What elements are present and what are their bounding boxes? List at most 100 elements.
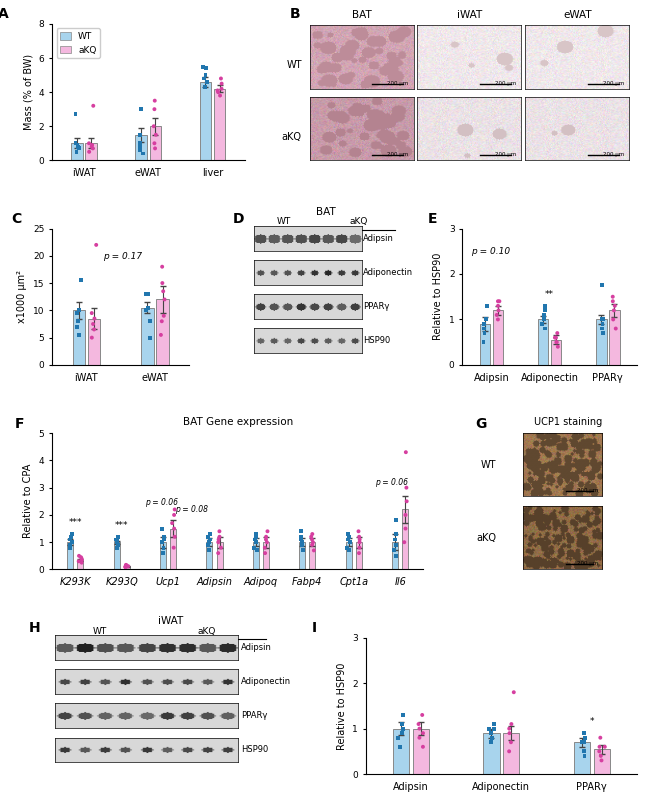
Text: ***: *** (68, 518, 82, 527)
Title: BAT Gene expression: BAT Gene expression (183, 417, 293, 427)
Point (72, 306, 82, 319)
Text: p = 0.17: p = 0.17 (103, 251, 142, 260)
Point (479, 322, 489, 335)
Point (309, 544, 319, 557)
Point (493, 313, 503, 326)
Point (343, 527, 353, 540)
Point (551, 331, 561, 344)
Point (418, 741, 428, 753)
Text: 200 μm: 200 μm (495, 81, 516, 85)
Text: 200 μm: 200 μm (495, 152, 516, 157)
Point (151, 128, 161, 141)
Point (70, 137, 81, 150)
Point (135, 144, 145, 156)
Point (354, 531, 365, 543)
Point (74, 550, 85, 563)
Text: p = 0.06: p = 0.06 (144, 499, 177, 508)
Bar (72, 144, 83, 160)
Bar (124, 567, 130, 570)
Point (298, 544, 308, 557)
Point (395, 741, 406, 753)
Point (478, 336, 489, 349)
Text: F: F (15, 417, 24, 431)
Point (263, 525, 273, 538)
Point (343, 533, 353, 546)
Text: E: E (427, 212, 437, 226)
Point (213, 533, 224, 546)
Point (595, 731, 606, 744)
Point (489, 722, 499, 735)
Point (487, 731, 497, 744)
Point (262, 535, 272, 548)
Point (252, 544, 262, 557)
Point (150, 103, 160, 116)
Point (486, 727, 496, 740)
Y-axis label: Relative to HSP90: Relative to HSP90 (337, 662, 346, 749)
Point (260, 547, 270, 559)
Point (216, 541, 226, 554)
Y-axis label: x1000 μm²: x1000 μm² (18, 271, 27, 323)
Point (307, 539, 317, 551)
Point (158, 285, 168, 298)
Bar (77, 560, 83, 570)
Bar (73, 310, 85, 365)
Point (400, 446, 411, 459)
Point (112, 531, 123, 543)
Point (479, 318, 489, 330)
Point (84, 137, 94, 150)
Point (201, 62, 211, 75)
Point (540, 304, 551, 317)
Point (599, 741, 610, 753)
Point (482, 299, 492, 312)
Point (610, 322, 621, 335)
Point (401, 481, 411, 494)
Point (169, 508, 179, 521)
Point (486, 736, 497, 749)
Point (399, 535, 410, 548)
Point (142, 301, 153, 314)
Point (579, 749, 590, 762)
Point (76, 551, 86, 563)
Point (157, 522, 168, 535)
Point (307, 533, 317, 546)
Point (149, 120, 159, 132)
Bar (538, 319, 549, 365)
Point (393, 731, 403, 744)
Point (396, 727, 407, 740)
Point (594, 745, 604, 758)
Point (120, 560, 131, 573)
Point (597, 318, 608, 330)
Point (168, 541, 179, 554)
Point (87, 139, 98, 152)
Text: aKQ: aKQ (197, 626, 216, 635)
Point (88, 100, 98, 113)
Point (297, 535, 307, 548)
Bar (393, 729, 409, 774)
Point (552, 340, 563, 353)
Text: iWAT: iWAT (158, 616, 183, 626)
Bar (141, 307, 153, 365)
Point (261, 533, 271, 546)
Point (414, 722, 424, 735)
Point (344, 531, 354, 543)
Point (249, 541, 259, 554)
Point (396, 717, 407, 730)
Text: *: * (590, 717, 594, 726)
Point (72, 139, 83, 152)
Point (306, 531, 317, 543)
Point (354, 525, 364, 538)
Point (216, 82, 227, 95)
Text: WT: WT (92, 626, 107, 635)
Point (596, 313, 606, 326)
Text: BAT: BAT (352, 10, 371, 20)
Text: B: B (290, 7, 300, 22)
Point (120, 561, 131, 574)
Point (213, 535, 224, 548)
Point (579, 731, 590, 744)
Point (88, 318, 98, 330)
Point (539, 309, 549, 322)
Point (608, 313, 618, 326)
Text: H: H (28, 621, 40, 635)
Point (539, 313, 549, 326)
Point (73, 555, 84, 567)
